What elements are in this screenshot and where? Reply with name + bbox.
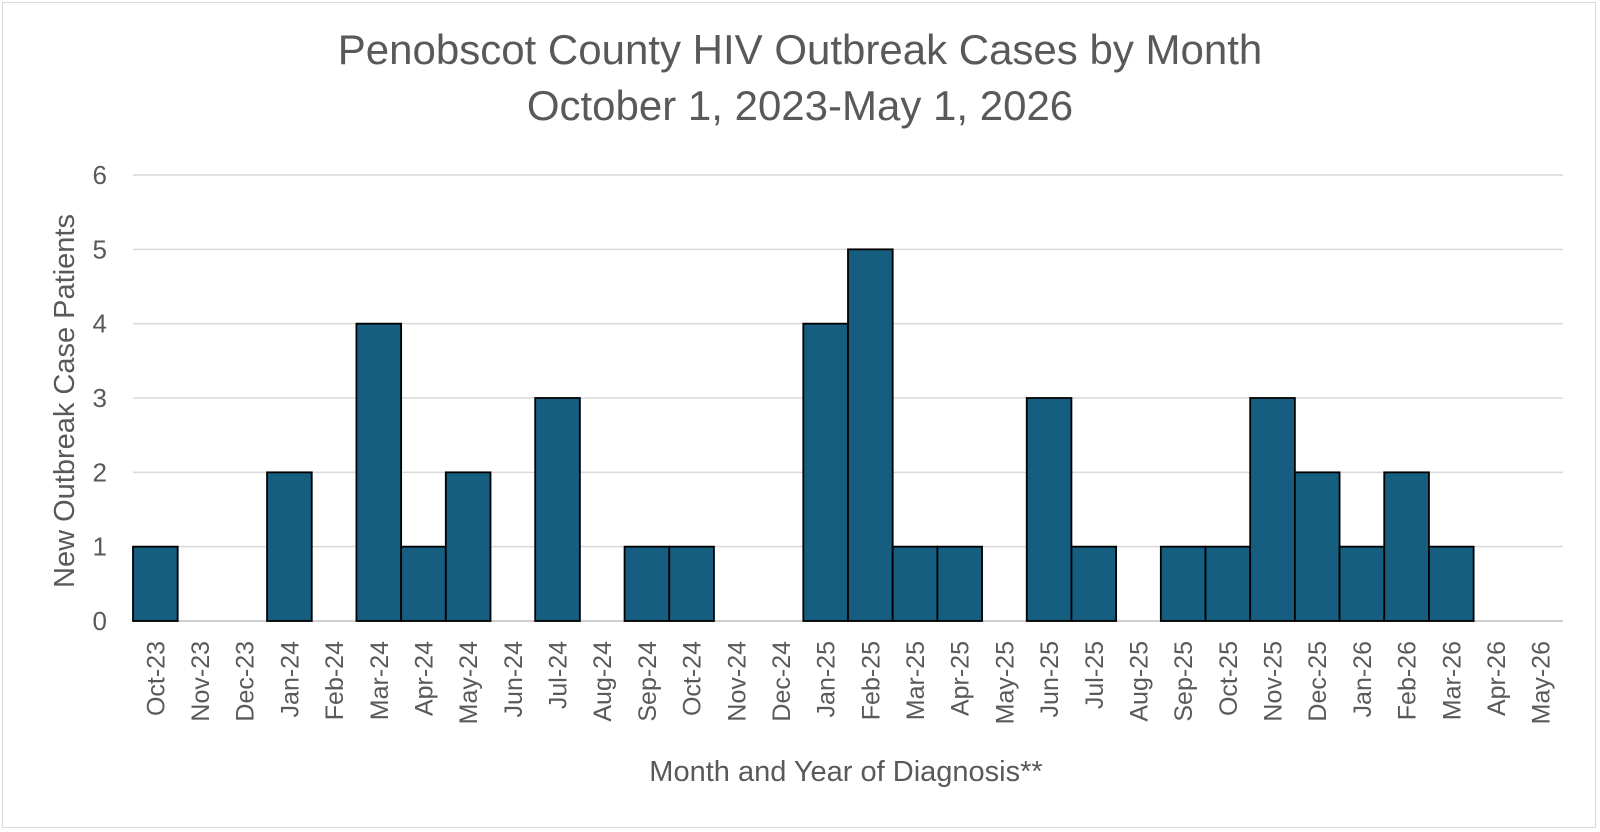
x-tick-label: May-26 [1528,641,1556,724]
x-tick-label: Sep-24 [634,641,662,722]
bar-mar-26 [1428,545,1475,622]
bar-jul-24 [534,397,581,622]
x-tick-label: Dec-25 [1304,641,1332,722]
x-tick-label: Nov-23 [187,641,215,722]
x-tick-label: Sep-25 [1170,641,1198,722]
y-axis-label: New Outbreak Case Patients [49,214,81,588]
bar-mar-24 [355,322,403,622]
y-tick-label: 3 [93,383,107,413]
y-axis-ticks: 0 1 2 3 4 5 6 [93,160,107,636]
bar-apr-24 [400,545,447,622]
bar-sep-24 [623,545,671,622]
bar-jan-26 [1338,545,1386,622]
x-tick-label: May-25 [991,641,1019,724]
x-axis-ticks: Oct-23 Nov-23 Dec-23 Jan-24 Feb-24 Mar-24 Apr-… [142,641,1555,724]
bar-dec-25 [1293,471,1341,622]
x-tick-label: Feb-26 [1394,641,1422,720]
x-tick-label: Jun-25 [1036,641,1064,717]
x-tick-label: Oct-23 [142,641,170,716]
x-tick-label: Feb-25 [857,641,885,720]
x-tick-label: Feb-24 [321,641,349,720]
bar-jan-24 [266,471,313,622]
bar-oct-23 [132,545,179,622]
x-tick-label: Oct-24 [679,641,707,716]
y-tick-label: 2 [93,457,107,487]
y-tick-label: 5 [93,234,107,264]
x-tick-label: Mar-26 [1438,641,1466,720]
bar-jul-25 [1070,545,1118,622]
x-axis-label: Month and Year of Diagnosis** [649,756,1042,788]
bar-mar-25 [891,545,939,622]
bar-jun-25 [1025,397,1073,622]
y-tick-label: 1 [93,532,107,562]
bar-sep-25 [1159,545,1207,622]
x-tick-label: Apr-25 [947,641,975,716]
x-tick-label: Dec-24 [768,641,796,722]
bar-oct-25 [1204,545,1252,622]
x-tick-label: Aug-25 [1125,641,1153,722]
bar-may-24 [444,471,492,622]
x-tick-label: Jan-26 [1349,641,1377,717]
x-tick-label: Apr-26 [1483,641,1511,716]
x-tick-label: Dec-23 [232,641,260,722]
bar-apr-25 [936,545,983,622]
chart-title: Penobscot County HIV Outbreak Cases by M… [337,26,1263,73]
x-tick-label: Jan-25 [813,641,841,717]
x-tick-label: Apr-24 [410,641,438,716]
x-tick-label: Jul-24 [545,641,573,709]
x-tick-label: Jun-24 [500,641,528,718]
y-tick-label: 6 [93,160,107,190]
bar-oct-24 [668,545,715,622]
x-tick-label: Nov-25 [1260,641,1288,722]
y-tick-label: 4 [93,309,107,339]
x-tick-label: Jul-25 [1081,641,1109,709]
chart-subtitle: October 1, 2023-May 1, 2026 [526,82,1074,129]
x-tick-label: Mar-25 [902,641,930,720]
x-tick-label: Nov-24 [723,641,751,722]
y-tick-label: 0 [93,606,107,636]
x-tick-label: Oct-25 [1215,641,1243,716]
bar-nov-25 [1249,397,1296,622]
bar-feb-26 [1383,471,1430,622]
bars [132,248,1475,622]
x-tick-label: May-24 [455,641,483,724]
x-tick-label: Mar-24 [366,641,394,720]
x-tick-label: Aug-24 [589,641,617,722]
bar-jan-25 [802,322,849,622]
x-tick-label: Jan-24 [276,641,304,718]
bar-feb-25 [847,248,894,622]
